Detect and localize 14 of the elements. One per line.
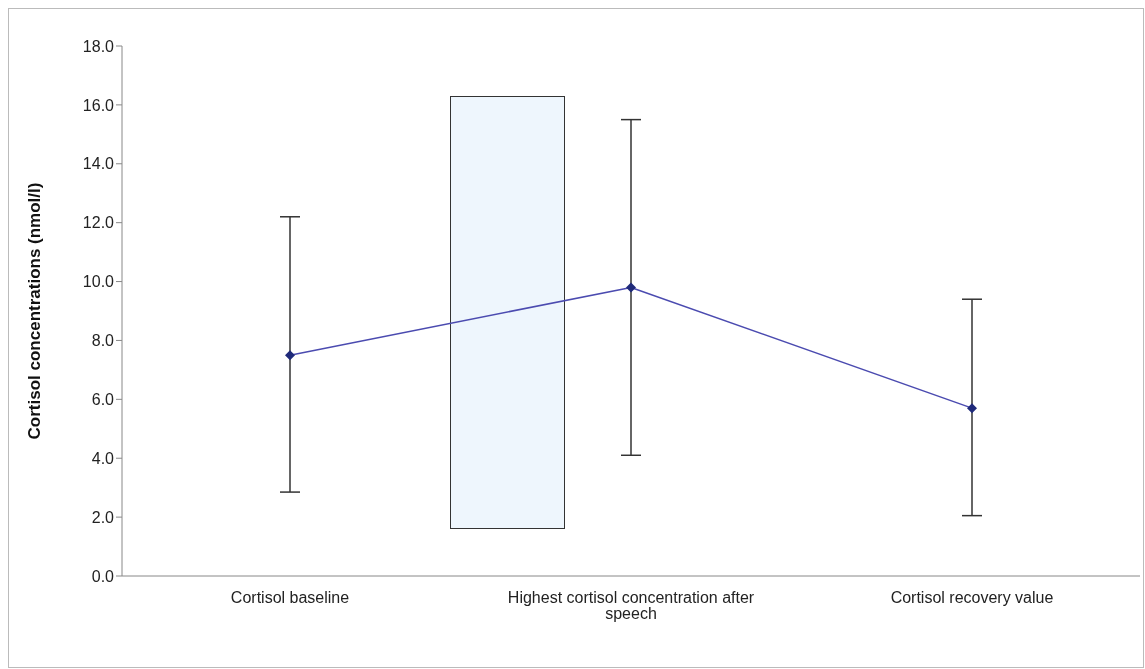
- y-tick-label: 18.0: [82, 37, 115, 55]
- y-tick-label: 14.0: [82, 155, 115, 173]
- y-tick-label: 8.0: [91, 332, 115, 350]
- y-tick-label: 2.0: [91, 508, 115, 526]
- y-axis-title: Cortisol concentrations (nmol/l): [25, 182, 45, 440]
- y-tick-label: 6.0: [91, 391, 115, 409]
- y-tick-label: 12.0: [82, 214, 115, 232]
- x-tick-label: Highest cortisol concentration after speech: [507, 589, 755, 623]
- y-tick-label: 4.0: [91, 449, 115, 467]
- y-tick-label: 10.0: [82, 273, 115, 291]
- y-tick-label: 16.0: [82, 96, 115, 114]
- x-tick-label: Cortisol recovery value: [890, 589, 1054, 607]
- y-tick-label: 0.0: [91, 567, 115, 585]
- x-tick-label: Cortisol baseline: [230, 589, 350, 607]
